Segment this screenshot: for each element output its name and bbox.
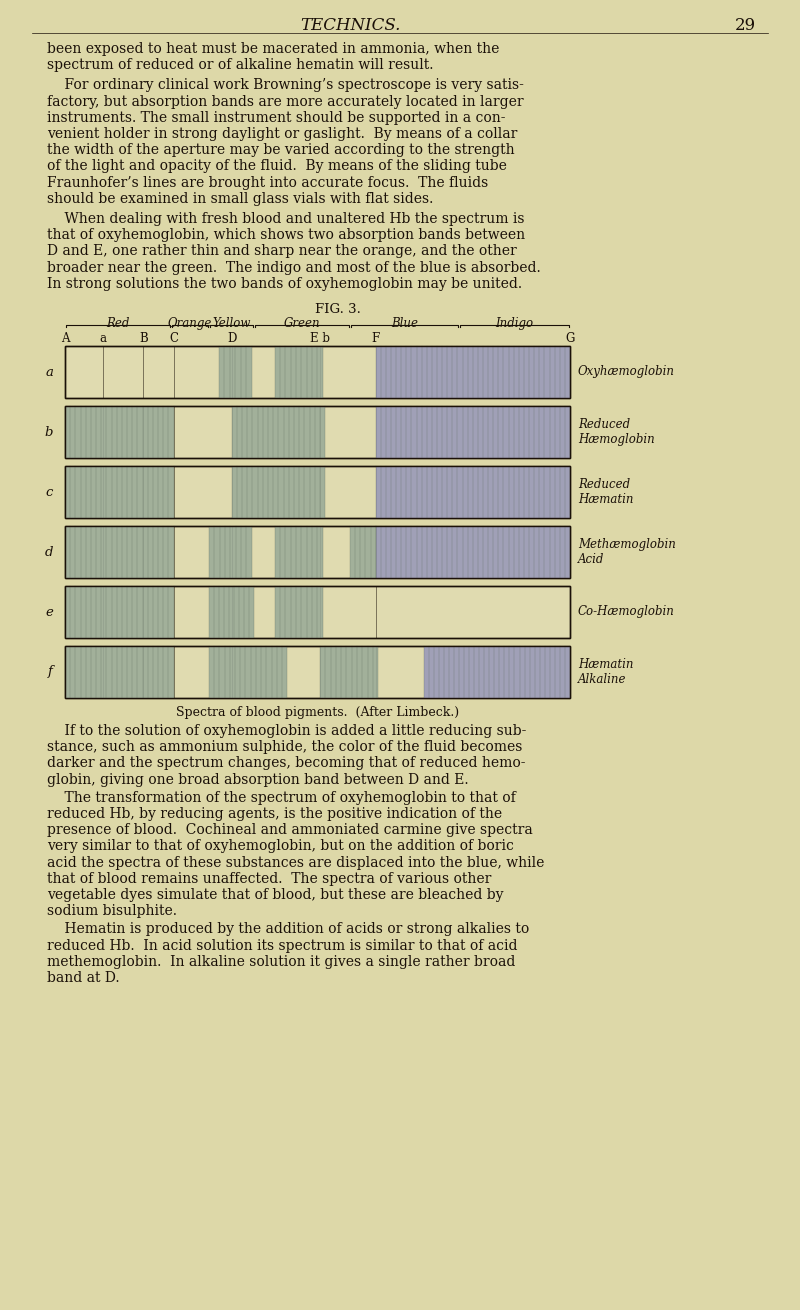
Bar <box>423 646 570 698</box>
Bar <box>65 406 174 458</box>
Text: the width of the aperture may be varied according to the strength: the width of the aperture may be varied … <box>47 143 514 157</box>
Text: Hematin is produced by the addition of acids or strong alkalies to: Hematin is produced by the addition of a… <box>47 922 530 937</box>
Bar <box>232 466 325 517</box>
Text: Reduced
Hæmatin: Reduced Hæmatin <box>578 478 634 506</box>
Text: Methæmoglobin
Acid: Methæmoglobin Acid <box>578 538 676 566</box>
Text: that of oxyhemoglobin, which shows two absorption bands between: that of oxyhemoglobin, which shows two a… <box>47 228 525 242</box>
Text: TECHNICS.: TECHNICS. <box>300 17 400 34</box>
Bar <box>375 346 570 398</box>
Text: venient holder in strong daylight or gaslight.  By means of a collar: venient holder in strong daylight or gas… <box>47 127 518 141</box>
Text: Blue: Blue <box>391 317 418 330</box>
Text: Red: Red <box>106 317 130 330</box>
Text: When dealing with fresh blood and unaltered Hb the spectrum is: When dealing with fresh blood and unalte… <box>47 212 525 227</box>
Bar <box>65 346 570 398</box>
Bar <box>65 527 570 578</box>
Bar <box>65 406 570 458</box>
Text: a: a <box>45 365 53 379</box>
Text: d: d <box>45 545 53 558</box>
Bar <box>375 466 570 517</box>
Text: been exposed to heat must be macerated in ammonia, when the: been exposed to heat must be macerated i… <box>47 42 499 56</box>
Text: G: G <box>566 331 574 345</box>
Text: reduced Hb.  In acid solution its spectrum is similar to that of acid: reduced Hb. In acid solution its spectru… <box>47 938 518 952</box>
Text: Indigo: Indigo <box>495 317 534 330</box>
Text: stance, such as ammonium sulphide, the color of the fluid becomes: stance, such as ammonium sulphide, the c… <box>47 740 522 755</box>
Text: Oxyhæmoglobin: Oxyhæmoglobin <box>578 365 675 379</box>
Bar <box>274 346 322 398</box>
Text: broader near the green.  The indigo and most of the blue is absorbed.: broader near the green. The indigo and m… <box>47 261 541 275</box>
Text: a: a <box>99 331 106 345</box>
Text: band at D.: band at D. <box>47 971 120 985</box>
Text: If to the solution of oxyhemoglobin is added a little reducing sub-: If to the solution of oxyhemoglobin is a… <box>47 724 526 738</box>
Text: B: B <box>139 331 148 345</box>
Bar <box>350 527 375 578</box>
Text: presence of blood.  Cochineal and ammoniated carmine give spectra: presence of blood. Cochineal and ammonia… <box>47 823 533 837</box>
Bar <box>65 586 570 638</box>
Bar <box>65 527 174 578</box>
Bar <box>65 646 570 698</box>
Bar <box>65 346 570 398</box>
Bar <box>65 646 570 698</box>
Text: Hæmatin
Alkaline: Hæmatin Alkaline <box>578 658 634 686</box>
Text: methemoglobin.  In alkaline solution it gives a single rather broad: methemoglobin. In alkaline solution it g… <box>47 955 515 969</box>
Bar <box>274 586 322 638</box>
Text: acid the spectra of these substances are displaced into the blue, while: acid the spectra of these substances are… <box>47 855 544 870</box>
Text: that of blood remains unaffected.  The spectra of various other: that of blood remains unaffected. The sp… <box>47 871 491 886</box>
Text: For ordinary clinical work Browning’s spectroscope is very satis-: For ordinary clinical work Browning’s sp… <box>47 79 524 93</box>
Text: should be examined in small glass vials with flat sides.: should be examined in small glass vials … <box>47 191 434 206</box>
Text: Co-Hæmoglobin: Co-Hæmoglobin <box>578 605 675 618</box>
Text: A: A <box>61 331 70 345</box>
Bar <box>232 406 325 458</box>
Text: D and E, one rather thin and sharp near the orange, and the other: D and E, one rather thin and sharp near … <box>47 245 517 258</box>
Bar <box>375 527 570 578</box>
Text: globin, giving one broad absorption band between D and E.: globin, giving one broad absorption band… <box>47 773 469 786</box>
Bar <box>65 527 570 578</box>
Text: spectrum of reduced or of alkaline hematin will result.: spectrum of reduced or of alkaline hemat… <box>47 58 434 72</box>
Bar <box>65 466 174 517</box>
Text: Green: Green <box>284 317 321 330</box>
Text: In strong solutions the two bands of oxyhemoglobin may be united.: In strong solutions the two bands of oxy… <box>47 276 522 291</box>
Text: sodium bisulphite.: sodium bisulphite. <box>47 904 177 918</box>
Bar <box>65 586 570 638</box>
Bar <box>320 646 378 698</box>
Text: c: c <box>46 486 53 499</box>
Bar <box>209 646 287 698</box>
Text: very similar to that of oxyhemoglobin, but on the addition of boric: very similar to that of oxyhemoglobin, b… <box>47 840 514 853</box>
Text: factory, but absorption bands are more accurately located in larger: factory, but absorption bands are more a… <box>47 94 524 109</box>
Text: E b: E b <box>310 331 330 345</box>
Text: Reduced
Hæmoglobin: Reduced Hæmoglobin <box>578 418 654 445</box>
Bar <box>209 527 252 578</box>
Text: 29: 29 <box>734 17 755 34</box>
Text: vegetable dyes simulate that of blood, but these are bleached by: vegetable dyes simulate that of blood, b… <box>47 888 503 903</box>
Bar <box>219 346 252 398</box>
Text: Orange: Orange <box>168 317 212 330</box>
Text: FIG. 3.: FIG. 3. <box>314 303 361 316</box>
Text: darker and the spectrum changes, becoming that of reduced hemo-: darker and the spectrum changes, becomin… <box>47 756 526 770</box>
Text: C: C <box>169 331 178 345</box>
Text: instruments. The small instrument should be supported in a con-: instruments. The small instrument should… <box>47 111 506 124</box>
Text: of the light and opacity of the fluid.  By means of the sliding tube: of the light and opacity of the fluid. B… <box>47 160 507 173</box>
Text: f: f <box>48 665 53 679</box>
Text: F: F <box>371 331 380 345</box>
Text: Spectra of blood pigments.  (After Limbeck.): Spectra of blood pigments. (After Limbec… <box>176 706 459 719</box>
Bar <box>65 466 570 517</box>
Bar <box>274 527 322 578</box>
Bar <box>375 406 570 458</box>
Text: D: D <box>227 331 236 345</box>
Text: Yellow: Yellow <box>213 317 251 330</box>
Bar <box>65 466 570 517</box>
Text: e: e <box>45 605 53 618</box>
Bar <box>65 406 570 458</box>
Text: The transformation of the spectrum of oxyhemoglobin to that of: The transformation of the spectrum of ox… <box>47 791 516 804</box>
Bar <box>65 586 174 638</box>
Text: b: b <box>45 426 53 439</box>
Bar <box>65 646 174 698</box>
Text: reduced Hb, by reducing agents, is the positive indication of the: reduced Hb, by reducing agents, is the p… <box>47 807 502 821</box>
Text: Fraunhofer’s lines are brought into accurate focus.  The fluids: Fraunhofer’s lines are brought into accu… <box>47 176 488 190</box>
Bar <box>209 586 254 638</box>
